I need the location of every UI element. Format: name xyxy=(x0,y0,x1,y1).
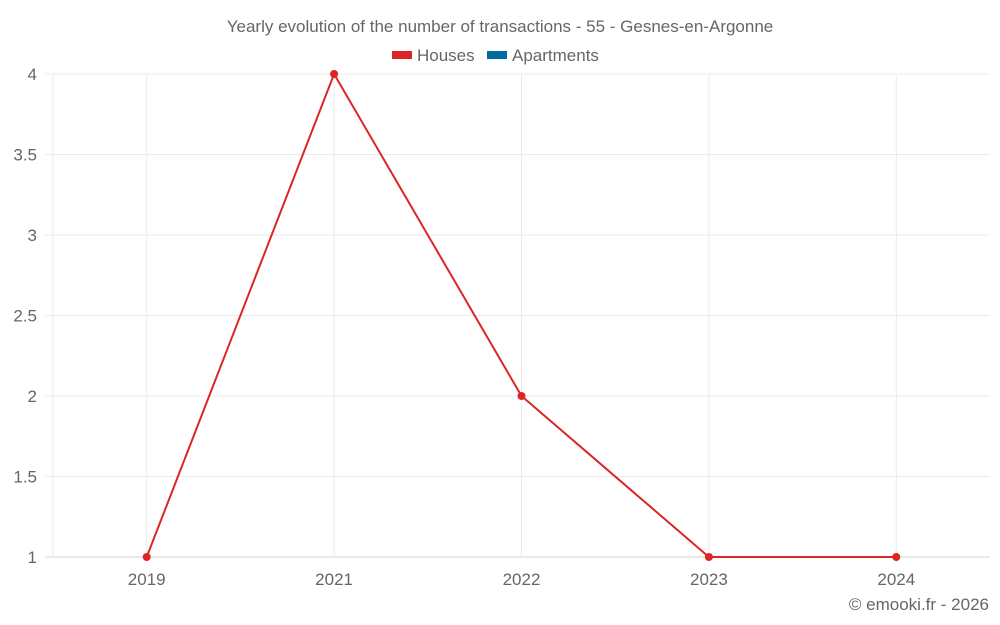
legend-swatch xyxy=(392,51,412,59)
x-tick-label: 2024 xyxy=(877,570,915,589)
y-tick-label: 1 xyxy=(28,548,37,567)
x-tick-label: 2021 xyxy=(315,570,353,589)
data-point[interactable] xyxy=(892,553,901,561)
legend-label: Apartments xyxy=(512,46,599,65)
legend-swatch xyxy=(487,51,507,59)
data-point[interactable] xyxy=(330,70,339,78)
y-tick-label: 1.5 xyxy=(13,468,37,487)
legend: Houses Apartments xyxy=(392,46,599,65)
data-point[interactable] xyxy=(517,392,526,400)
y-tick-label: 2.5 xyxy=(13,307,37,326)
y-tick-label: 3.5 xyxy=(13,146,37,165)
y-tick-label: 4 xyxy=(28,65,37,84)
y-tick-label: 2 xyxy=(28,387,37,406)
y-axis: 1 1.5 2 2.5 3 3.5 4 xyxy=(13,65,37,567)
grid xyxy=(45,73,990,558)
legend-item-houses[interactable]: Houses xyxy=(392,46,475,65)
x-tick-label: 2023 xyxy=(690,570,728,589)
y-tick-label: 3 xyxy=(28,226,37,245)
legend-item-apartments[interactable]: Apartments xyxy=(487,46,599,65)
chart-title: Yearly evolution of the number of transa… xyxy=(227,17,774,36)
series xyxy=(142,70,901,561)
data-point[interactable] xyxy=(704,553,713,561)
legend-label: Houses xyxy=(417,46,475,65)
x-axis: 2019 2021 2022 2023 2024 xyxy=(128,570,915,589)
x-tick-label: 2022 xyxy=(503,570,541,589)
data-point[interactable] xyxy=(142,553,151,561)
x-tick-label: 2019 xyxy=(128,570,166,589)
copyright-footer: © emooki.fr - 2026 xyxy=(849,595,989,614)
